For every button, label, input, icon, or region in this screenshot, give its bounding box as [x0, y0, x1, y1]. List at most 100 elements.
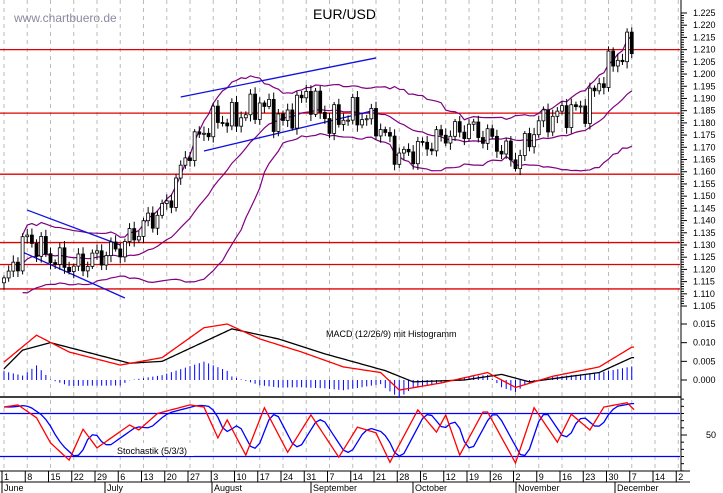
- date-label: 7: [632, 472, 637, 482]
- macd-tick-label: 0.000: [693, 375, 716, 385]
- candle-body: [439, 129, 444, 136]
- trend-line: [180, 57, 377, 98]
- candle-body: [243, 114, 248, 119]
- candle-body: [518, 155, 523, 170]
- candle-body: [220, 122, 225, 124]
- candle-body: [109, 241, 113, 256]
- candle-body: [16, 261, 20, 272]
- candle-body: [318, 90, 323, 113]
- date-label: 2: [516, 472, 521, 482]
- bollinger-bands: [22, 35, 633, 294]
- candle-body: [29, 234, 34, 244]
- candle-body: [81, 253, 85, 272]
- price-tick-label: 1.220: [693, 20, 716, 30]
- price-tick-label: 1.130: [693, 240, 716, 250]
- macd-tick-label: 0.005: [693, 356, 716, 366]
- candle-body: [346, 119, 351, 122]
- bollinger-lower: [22, 133, 632, 294]
- candle-body: [332, 104, 337, 134]
- axis-background: [681, 0, 723, 483]
- candle-body: [471, 121, 476, 125]
- candle-body: [536, 120, 541, 136]
- price-tick-label: 1.140: [693, 216, 716, 226]
- date-label: 15: [51, 472, 61, 482]
- date-label: 23: [585, 472, 595, 482]
- candle-body: [53, 262, 58, 265]
- candle-body: [425, 141, 430, 150]
- candle-body: [183, 157, 188, 166]
- price-tick-label: 1.205: [693, 57, 716, 67]
- candle-body: [420, 141, 425, 143]
- candle-body: [597, 83, 602, 92]
- date-label: 17: [260, 472, 270, 482]
- chart-title: EUR/USD: [313, 6, 376, 22]
- candle-body: [285, 109, 290, 121]
- date-label: 26: [492, 472, 502, 482]
- candle-body: [364, 118, 369, 121]
- candle-body: [578, 105, 583, 108]
- candle-body: [262, 102, 267, 107]
- month-label: November: [518, 483, 560, 493]
- date-label: 12: [446, 472, 456, 482]
- candle-body: [392, 135, 397, 165]
- date-label: 14: [655, 472, 665, 482]
- candle-body: [295, 94, 299, 129]
- candle-body: [629, 31, 634, 55]
- candles: [2, 27, 634, 290]
- candle-body: [350, 97, 355, 121]
- price-tick-label: 1.120: [693, 264, 716, 274]
- candle-body: [113, 241, 118, 250]
- candle-body: [276, 113, 281, 132]
- stochastic-tick-label: 50: [706, 430, 716, 440]
- candle-body: [406, 148, 411, 153]
- grid: [3, 0, 679, 470]
- bollinger-upper: [22, 35, 633, 238]
- macd-signal-line: [3, 328, 635, 383]
- candle-body: [257, 102, 262, 120]
- date-label: 3: [213, 472, 218, 482]
- candle-body: [132, 228, 137, 241]
- price-tick-label: 1.145: [693, 203, 716, 213]
- candle-body: [202, 132, 206, 135]
- candle-body: [239, 117, 244, 127]
- date-label: 20: [167, 472, 177, 482]
- candle-body: [476, 121, 481, 138]
- candle-body: [71, 265, 76, 272]
- candle-body: [164, 200, 169, 204]
- candle-body: [20, 236, 25, 272]
- candle-body: [341, 119, 346, 125]
- candle-body: [499, 150, 504, 155]
- date-label: 19: [469, 472, 479, 482]
- candle-body: [448, 135, 453, 144]
- candle-body: [415, 141, 420, 165]
- macd-label: MACD (12/26/9) mit Histogramm: [326, 329, 457, 339]
- candle-body: [290, 109, 295, 129]
- candle-body: [504, 140, 509, 155]
- candle-body: [192, 131, 197, 161]
- stochastic-label: Stochastik (5/3/3): [117, 446, 187, 456]
- candle-body: [146, 212, 151, 222]
- watermark: www.chartbuero.de: [13, 11, 117, 25]
- price-tick-label: 1.225: [693, 8, 716, 18]
- candle-body: [388, 132, 392, 137]
- candle-body: [188, 157, 192, 161]
- date-label: 14: [353, 472, 363, 482]
- price-tick-label: 1.190: [693, 93, 716, 103]
- candle-body: [467, 123, 471, 139]
- candle-body: [443, 134, 448, 144]
- date-label: 13: [144, 472, 154, 482]
- stochastic-d-line: [4, 402, 635, 457]
- candle-body: [253, 93, 258, 120]
- candle-body: [453, 121, 457, 137]
- candle-body: [555, 110, 560, 117]
- candle-body: [485, 128, 490, 144]
- candle-body: [564, 105, 569, 128]
- candle-body: [313, 90, 318, 115]
- candle-body: [90, 252, 95, 267]
- candle-body: [560, 105, 564, 112]
- candle-body: [532, 134, 536, 148]
- month-label: September: [313, 483, 357, 493]
- candle-body: [374, 108, 378, 137]
- candle-body: [397, 152, 402, 165]
